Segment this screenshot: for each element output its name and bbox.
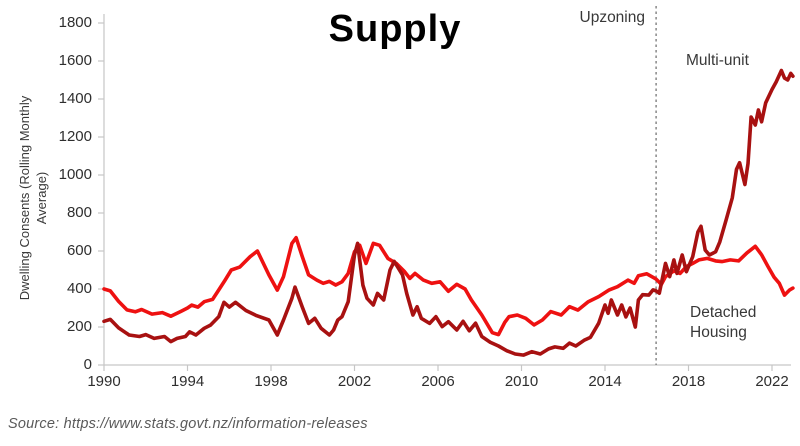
x-tick-label: 1990	[87, 373, 121, 390]
y-tick-label: 1400	[58, 90, 92, 107]
chart-title: Supply	[328, 8, 462, 50]
y-tick-label: 600	[66, 242, 92, 259]
y-tick-label: 1200	[58, 128, 92, 145]
x-tick-label: 2010	[504, 373, 539, 390]
x-tick-label: 2014	[588, 373, 622, 390]
detached-annotation-line1: Detached	[690, 304, 757, 321]
x-tick-label: 1994	[170, 373, 205, 390]
y-tick-label: 400	[66, 280, 92, 297]
source-attribution: Source: https://www.stats.govt.nz/inform…	[8, 416, 368, 432]
x-tick-label: 2002	[337, 373, 372, 390]
y-tick-label: 800	[66, 204, 92, 221]
multi-unit-line	[102, 68, 795, 357]
x-tick-label: 2022	[755, 373, 789, 390]
y-tick-label: 200	[66, 318, 92, 335]
detached-annotation-line2: Housing	[690, 324, 747, 341]
y-tick-label: 1600	[58, 52, 92, 69]
y-tick-label: 1800	[58, 14, 92, 31]
x-tick-label: 2018	[671, 373, 706, 390]
y-tick-label: 1000	[58, 166, 92, 183]
upzoning-annotation: Upzoning	[579, 9, 646, 26]
x-tick-label: 2006	[421, 373, 455, 390]
x-tick-label: 1998	[254, 373, 288, 390]
y-tick-label: 0	[83, 356, 92, 373]
detached-housing-annotation: Detached Housing	[690, 303, 756, 343]
multi-unit-annotation: Multi-unit	[686, 52, 749, 69]
